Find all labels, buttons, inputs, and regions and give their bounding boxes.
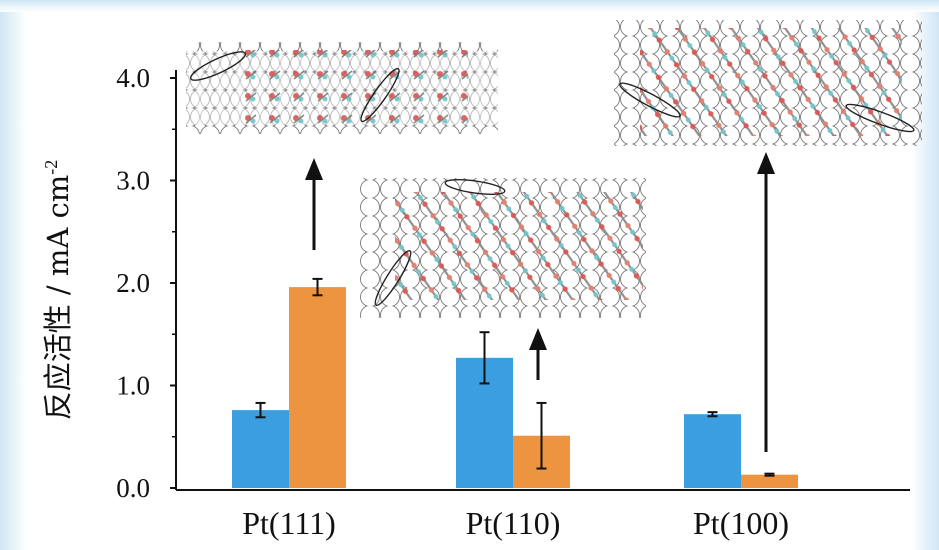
- y-axis-label: 反应活性 / mA cm: [41, 175, 75, 421]
- category-label: Pt(100): [693, 505, 789, 541]
- error-bar: [536, 401, 547, 470]
- bar-pt111-series2: [289, 287, 346, 488]
- arrows-group: [305, 152, 775, 452]
- bar-pt100-series1: [684, 414, 741, 488]
- arrow-pt111-head: [305, 158, 323, 180]
- top-border-band: [0, 0, 939, 12]
- category-label: Pt(110): [466, 505, 561, 541]
- y-tick-label: 0.0: [116, 473, 150, 503]
- error-bar: [312, 277, 323, 297]
- category-labels-group: Pt(111) Pt(110) Pt(100): [242, 505, 789, 541]
- y-tick-label: 1.0: [116, 371, 150, 401]
- error-bar: [255, 401, 266, 419]
- y-tick-label: 4.0: [116, 63, 150, 93]
- error-bar: [707, 411, 718, 418]
- error-bar: [479, 331, 490, 385]
- bars-group: [232, 277, 798, 488]
- svg-text:反应活性 / mA cm-2: 反应活性 / mA cm-2: [41, 160, 75, 421]
- category-label: Pt(111): [242, 505, 336, 541]
- arrow-pt110-head: [529, 328, 547, 350]
- y-axis-label-superscript: -2: [41, 160, 61, 175]
- inset-pt100-model: [614, 20, 922, 146]
- y-tick-label: 2.0: [116, 268, 150, 298]
- arrow-pt100-head: [757, 152, 775, 174]
- error-bar: [764, 472, 775, 477]
- y-ticks-group: 0.0 1.0 2.0 3.0 4.0: [116, 63, 176, 503]
- y-tick-label: 3.0: [116, 166, 150, 196]
- bar-pt100-series2: [741, 474, 798, 488]
- inset-pt111-model: [186, 42, 498, 134]
- inset-pt110-model: [360, 178, 646, 318]
- y-axis-label-group: 反应活性 / mA cm-2: [41, 160, 75, 421]
- bar-pt111-series1: [232, 410, 289, 488]
